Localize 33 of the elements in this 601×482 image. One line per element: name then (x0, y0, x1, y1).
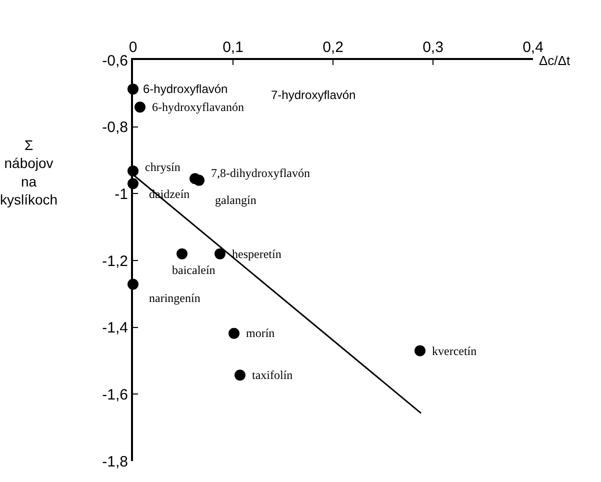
y-tick-label: -0,6 (102, 52, 128, 70)
y-tick-label: -1 (114, 186, 128, 203)
point (228, 328, 240, 339)
x-tick-label: 0,2 (322, 39, 344, 56)
y-tick-label: -1,4 (102, 320, 128, 337)
y-tick-label: -0,8 (102, 119, 128, 136)
point (234, 370, 246, 381)
x-tick-label: 0,4 (522, 39, 544, 56)
y-tick-label: -1,6 (102, 386, 128, 404)
annotation: 7,8-dihydroxyflavón (211, 166, 310, 180)
annotation: 7-hydroxyflavón (271, 88, 356, 102)
x-tick-label: 0,1 (222, 39, 244, 56)
annotation: baicaleín (172, 263, 216, 277)
annotation: 6-hydroxyflavón (143, 82, 228, 96)
point (194, 174, 204, 186)
x-axis-title: Δc/Δt (539, 53, 570, 68)
point (176, 248, 188, 260)
y-axis-title: Σ nábojov na kyslíkoch (0, 137, 58, 208)
annotation: chrysín (145, 160, 180, 174)
annotation: 6-hydroxyflavanón (152, 100, 244, 114)
annotation: hesperetín (232, 247, 282, 261)
point (414, 345, 426, 356)
annotation: kvercetín (432, 344, 477, 358)
annotation: taxifolín (252, 368, 293, 382)
x-tick-label: 0,3 (422, 39, 444, 56)
y-tick-label: -1,2 (102, 252, 128, 270)
annotation: morín (246, 326, 275, 340)
x-tick-label: 0 (128, 39, 138, 56)
annotation: naringenín (149, 291, 200, 305)
point (134, 102, 146, 113)
y-tick-label: -1,8 (102, 453, 128, 470)
point (214, 248, 226, 260)
annotation: galangín (215, 193, 256, 207)
